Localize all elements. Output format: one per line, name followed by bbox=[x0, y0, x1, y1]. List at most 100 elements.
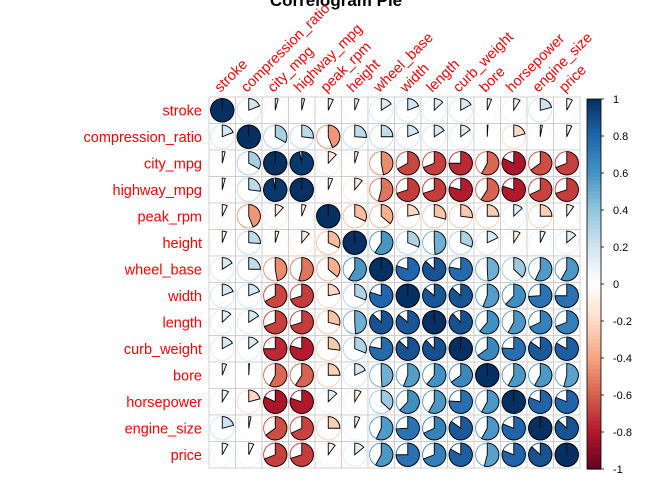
pie-sector bbox=[248, 389, 261, 403]
pie-sector bbox=[298, 257, 314, 282]
colorbar-segment bbox=[587, 332, 601, 337]
correlation-cell bbox=[314, 123, 342, 151]
correlation-cell bbox=[367, 414, 395, 442]
correlation-cell bbox=[526, 123, 554, 151]
correlation-cell bbox=[447, 441, 475, 469]
correlation-cell bbox=[261, 441, 289, 469]
pie-sector bbox=[481, 416, 500, 441]
pie-sector bbox=[354, 151, 359, 164]
colorbar-segment bbox=[587, 335, 601, 341]
correlation-cell bbox=[288, 414, 316, 442]
pie-sector bbox=[448, 310, 473, 335]
colorbar-tick-label: 0.6 bbox=[613, 168, 628, 180]
pie-sector bbox=[347, 257, 367, 282]
colorbar-segment bbox=[587, 210, 601, 215]
correlation-cell bbox=[288, 441, 316, 469]
pie-sector bbox=[380, 124, 394, 138]
pie-sector bbox=[248, 204, 261, 228]
row-label: bore bbox=[173, 368, 202, 384]
colorbar-segment bbox=[587, 383, 601, 389]
pie-sector bbox=[486, 257, 500, 282]
colorbar-segment bbox=[587, 176, 601, 181]
pie-sector bbox=[448, 151, 473, 176]
correlation-cell bbox=[341, 255, 369, 283]
correlation-cell bbox=[420, 149, 448, 177]
correlation-cell bbox=[394, 414, 422, 442]
pie-sector bbox=[380, 98, 392, 112]
correlation-cell bbox=[314, 149, 342, 177]
correlation-cell bbox=[288, 96, 316, 124]
pie-sector bbox=[301, 98, 306, 111]
colorbar-segment bbox=[587, 128, 601, 133]
pie-sector bbox=[221, 124, 234, 138]
correlation-cell bbox=[261, 361, 289, 389]
pie-sector bbox=[513, 204, 523, 218]
correlation-cell bbox=[261, 308, 289, 336]
colorbar-segment bbox=[587, 291, 601, 296]
pie-sector bbox=[375, 416, 394, 441]
correlation-cell bbox=[526, 441, 554, 469]
correlation-cell bbox=[553, 149, 581, 177]
correlation-cell bbox=[288, 282, 316, 310]
correlation-cell bbox=[553, 202, 581, 230]
correlation-cell bbox=[261, 96, 289, 124]
pie-sector bbox=[290, 416, 314, 441]
row-labels: stroke compression_ratio city_mpg highway_m… bbox=[84, 103, 203, 464]
correlation-cell bbox=[288, 202, 316, 230]
correlation-cell bbox=[394, 361, 422, 389]
correlation-cell bbox=[314, 361, 342, 389]
pie-sector bbox=[560, 257, 579, 282]
correlation-cell bbox=[288, 335, 316, 363]
colorbar-segment bbox=[587, 187, 601, 193]
colorbar-segment bbox=[587, 180, 601, 185]
pie-sector bbox=[433, 124, 445, 138]
correlation-cell bbox=[235, 229, 263, 257]
pie-sector bbox=[327, 363, 341, 376]
colorbar-segment bbox=[587, 280, 601, 285]
correlation-cell bbox=[314, 335, 342, 363]
correlation-cell bbox=[526, 149, 554, 177]
pie-sector bbox=[369, 283, 394, 308]
pie-sector bbox=[221, 177, 226, 190]
correlation-cell bbox=[500, 361, 528, 389]
pie-sector bbox=[248, 151, 261, 170]
colorbar-segment bbox=[587, 398, 601, 403]
colorbar-segment bbox=[587, 213, 601, 218]
colorbar-segment bbox=[587, 350, 601, 355]
correlation-cell bbox=[208, 414, 236, 442]
pie-sector bbox=[481, 151, 500, 176]
correlation-cell bbox=[208, 202, 236, 230]
correlation-cell bbox=[526, 414, 554, 442]
pie-sector bbox=[422, 257, 447, 282]
colorbar-segment bbox=[587, 306, 601, 311]
correlation-cell bbox=[420, 388, 448, 416]
correlation-cell bbox=[447, 308, 475, 336]
correlation-cell bbox=[235, 335, 263, 363]
colorbar-segment bbox=[587, 409, 601, 415]
correlation-cell bbox=[341, 335, 369, 363]
colorbar-segment bbox=[587, 391, 601, 396]
pie-sector bbox=[263, 389, 288, 414]
colorbar-segment bbox=[587, 395, 601, 400]
pie-sector bbox=[274, 124, 288, 143]
colorbar-segment bbox=[587, 184, 601, 189]
pie-sector bbox=[274, 98, 279, 111]
pie-sector bbox=[566, 98, 573, 111]
pie-sector bbox=[395, 257, 420, 282]
colorbar-segment bbox=[587, 295, 601, 300]
pie-sector bbox=[501, 416, 526, 441]
correlation-cell bbox=[553, 282, 581, 310]
correlation-cell bbox=[447, 96, 475, 124]
correlation-cell bbox=[288, 308, 316, 336]
colorbar-segment bbox=[587, 413, 601, 418]
colorbar-segment bbox=[587, 465, 601, 470]
correlation-cell bbox=[553, 414, 581, 442]
pie-sector bbox=[264, 283, 288, 308]
correlation-cell bbox=[394, 441, 422, 469]
colorbar-tick-label: 0.8 bbox=[613, 131, 628, 143]
correlation-cell bbox=[473, 388, 501, 416]
colorbar-segment bbox=[587, 439, 601, 444]
correlation-cell bbox=[394, 123, 422, 151]
pie-sector bbox=[380, 204, 394, 225]
